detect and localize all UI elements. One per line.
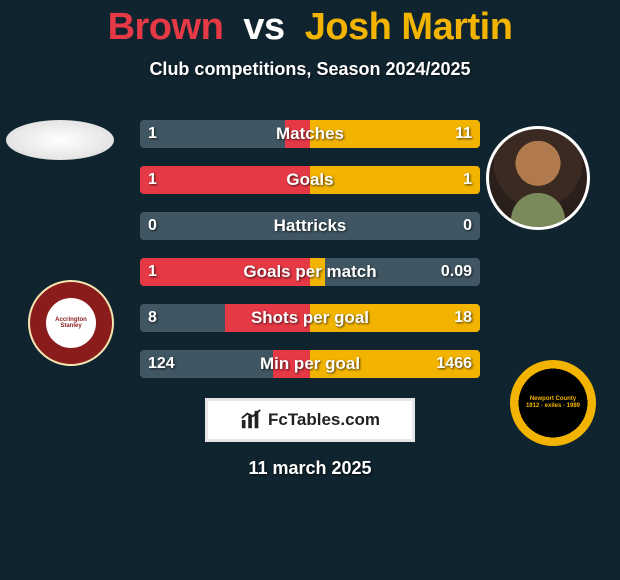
card: Brown vs Josh Martin Club competitions, … <box>0 0 620 580</box>
club-crest-right: Newport County 1912 · exiles · 1989 <box>510 360 596 446</box>
chart-icon <box>240 409 262 431</box>
avatar-left <box>6 120 114 160</box>
comparison-bars: Matches111 Goals11 Hattricks00 Goals per ma… <box>140 120 480 396</box>
club-crest-right-label: Newport County 1912 · exiles · 1989 <box>526 396 580 410</box>
subtitle: Club competitions, Season 2024/2025 <box>0 59 620 80</box>
stat-row: Goals per match10.09 <box>140 258 480 286</box>
club-crest-left-label: Accrington Stanley <box>46 298 96 348</box>
title-player1: Brown <box>108 6 224 48</box>
date: 11 march 2025 <box>0 458 620 479</box>
page-title: Brown vs Josh Martin <box>0 0 620 49</box>
title-vs: vs <box>243 6 284 48</box>
stat-row: Shots per goal818 <box>140 304 480 332</box>
stat-row: Min per goal1241466 <box>140 350 480 378</box>
footer-text: FcTables.com <box>268 410 380 430</box>
footer-badge: FcTables.com <box>205 398 415 442</box>
stat-row: Matches111 <box>140 120 480 148</box>
club-crest-left: Accrington Stanley <box>28 280 114 366</box>
stat-row: Hattricks00 <box>140 212 480 240</box>
title-player2: Josh Martin <box>305 6 513 48</box>
stat-row: Goals11 <box>140 166 480 194</box>
avatar-right <box>486 126 590 230</box>
